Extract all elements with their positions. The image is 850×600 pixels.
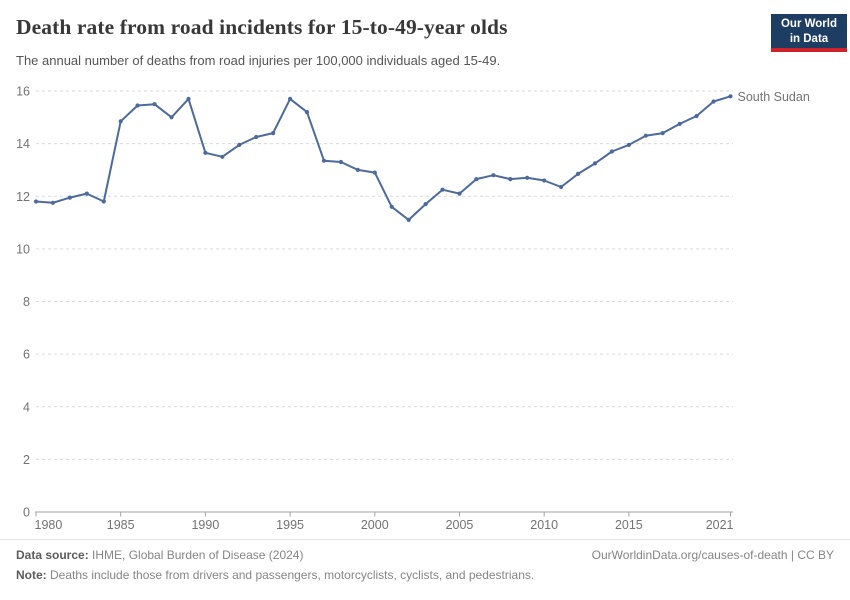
data-point-marker [84, 191, 89, 196]
data-point-marker [203, 150, 208, 155]
data-point-marker [152, 102, 157, 107]
data-point-marker [575, 171, 581, 176]
data-point-marker [50, 200, 56, 205]
data-point-marker [508, 177, 513, 182]
note-value: Deaths include those from drivers and pa… [46, 568, 535, 582]
data-point-marker [542, 178, 547, 183]
data-point-marker [33, 199, 39, 204]
data-point-marker [67, 195, 72, 200]
x-axis-tick-label: 2021 [706, 518, 734, 532]
data-point-marker [592, 161, 598, 166]
owid-logo-line1: Our World [780, 18, 837, 30]
data-point-marker [457, 191, 462, 196]
y-axis-tick-label: 12 [16, 190, 30, 204]
data-point-marker [406, 217, 411, 222]
data-point-marker [728, 94, 733, 99]
series-line[interactable] [35, 95, 732, 221]
data-point-marker [525, 175, 530, 180]
owid-credit-link[interactable]: OurWorldinData.org/causes-of-death | CC … [591, 548, 834, 562]
data-point-marker [338, 159, 343, 165]
data-source-label: Data source: [16, 548, 89, 562]
series-end-label[interactable]: South Sudan [738, 90, 810, 104]
x-axis-tick-label: 2005 [446, 518, 474, 532]
y-axis-tick-label: 6 [23, 348, 30, 362]
data-point-marker [372, 170, 377, 175]
x-axis-tick-label: 1980 [35, 518, 63, 532]
line-chart-plot-area[interactable]: 0 2 4 6 8 10 12 14 16 1980 1985 1990 1995 2000 2005 201… [0, 75, 850, 539]
data-point-marker [694, 113, 699, 119]
data-point-marker [491, 173, 496, 178]
data-point-marker [440, 187, 445, 192]
data-point-marker [474, 177, 479, 182]
data-point-marker [355, 167, 360, 172]
data-point-marker [626, 142, 632, 147]
note-label: Note: [16, 568, 47, 582]
y-axis-tick-label: 4 [23, 400, 30, 414]
data-point-marker [711, 99, 716, 104]
y-axis-tick-label: 16 [16, 85, 30, 99]
x-axis-tick-label: 2000 [361, 518, 389, 532]
data-point-marker [135, 103, 140, 108]
data-source-value: IHME, Global Burden of Disease (2024) [88, 548, 304, 562]
y-axis-tick-label: 14 [16, 137, 30, 151]
x-axis-tick-label: 1990 [191, 518, 219, 532]
y-axis-tick-label: 2 [23, 453, 30, 467]
y-axis-tick-label: 0 [23, 506, 30, 520]
data-source-text: Data source: IHME, Global Burden of Dise… [16, 548, 303, 562]
data-point-marker [118, 119, 123, 124]
data-point-marker [423, 202, 428, 207]
chart-title: Death rate from road incidents for 15-to… [16, 15, 508, 39]
owid-logo: Our World in Data [771, 14, 847, 52]
x-axis-tick-label: 1995 [276, 518, 304, 532]
data-point-marker [101, 199, 106, 204]
data-point-marker [304, 110, 310, 115]
data-point-marker [288, 96, 293, 101]
data-point-marker [186, 96, 191, 101]
owid-logo-line2: in Data [789, 33, 829, 45]
x-axis-tick-label: 1985 [107, 518, 135, 532]
data-point-marker [559, 184, 564, 190]
note-text: Note: Deaths include those from drivers … [16, 568, 834, 582]
y-axis-tick-label: 10 [16, 242, 30, 256]
data-point-marker [220, 154, 225, 159]
data-point-marker [643, 133, 648, 138]
data-point-marker [677, 121, 682, 126]
x-axis-tick-label: 2015 [615, 518, 643, 532]
data-point-marker [609, 149, 615, 154]
y-axis-tick-label: 8 [23, 295, 30, 309]
x-axis-tick-label: 2010 [530, 518, 558, 532]
chart-subtitle: The annual number of deaths from road in… [16, 53, 501, 68]
data-point-marker [389, 204, 394, 209]
data-point-marker [660, 131, 665, 136]
data-point-marker [169, 115, 174, 120]
data-point-marker [321, 158, 327, 163]
data-point-marker [237, 142, 242, 147]
chart-footer: Data source: IHME, Global Burden of Dise… [0, 539, 850, 600]
data-point-marker [271, 131, 276, 136]
data-point-marker [254, 134, 259, 140]
